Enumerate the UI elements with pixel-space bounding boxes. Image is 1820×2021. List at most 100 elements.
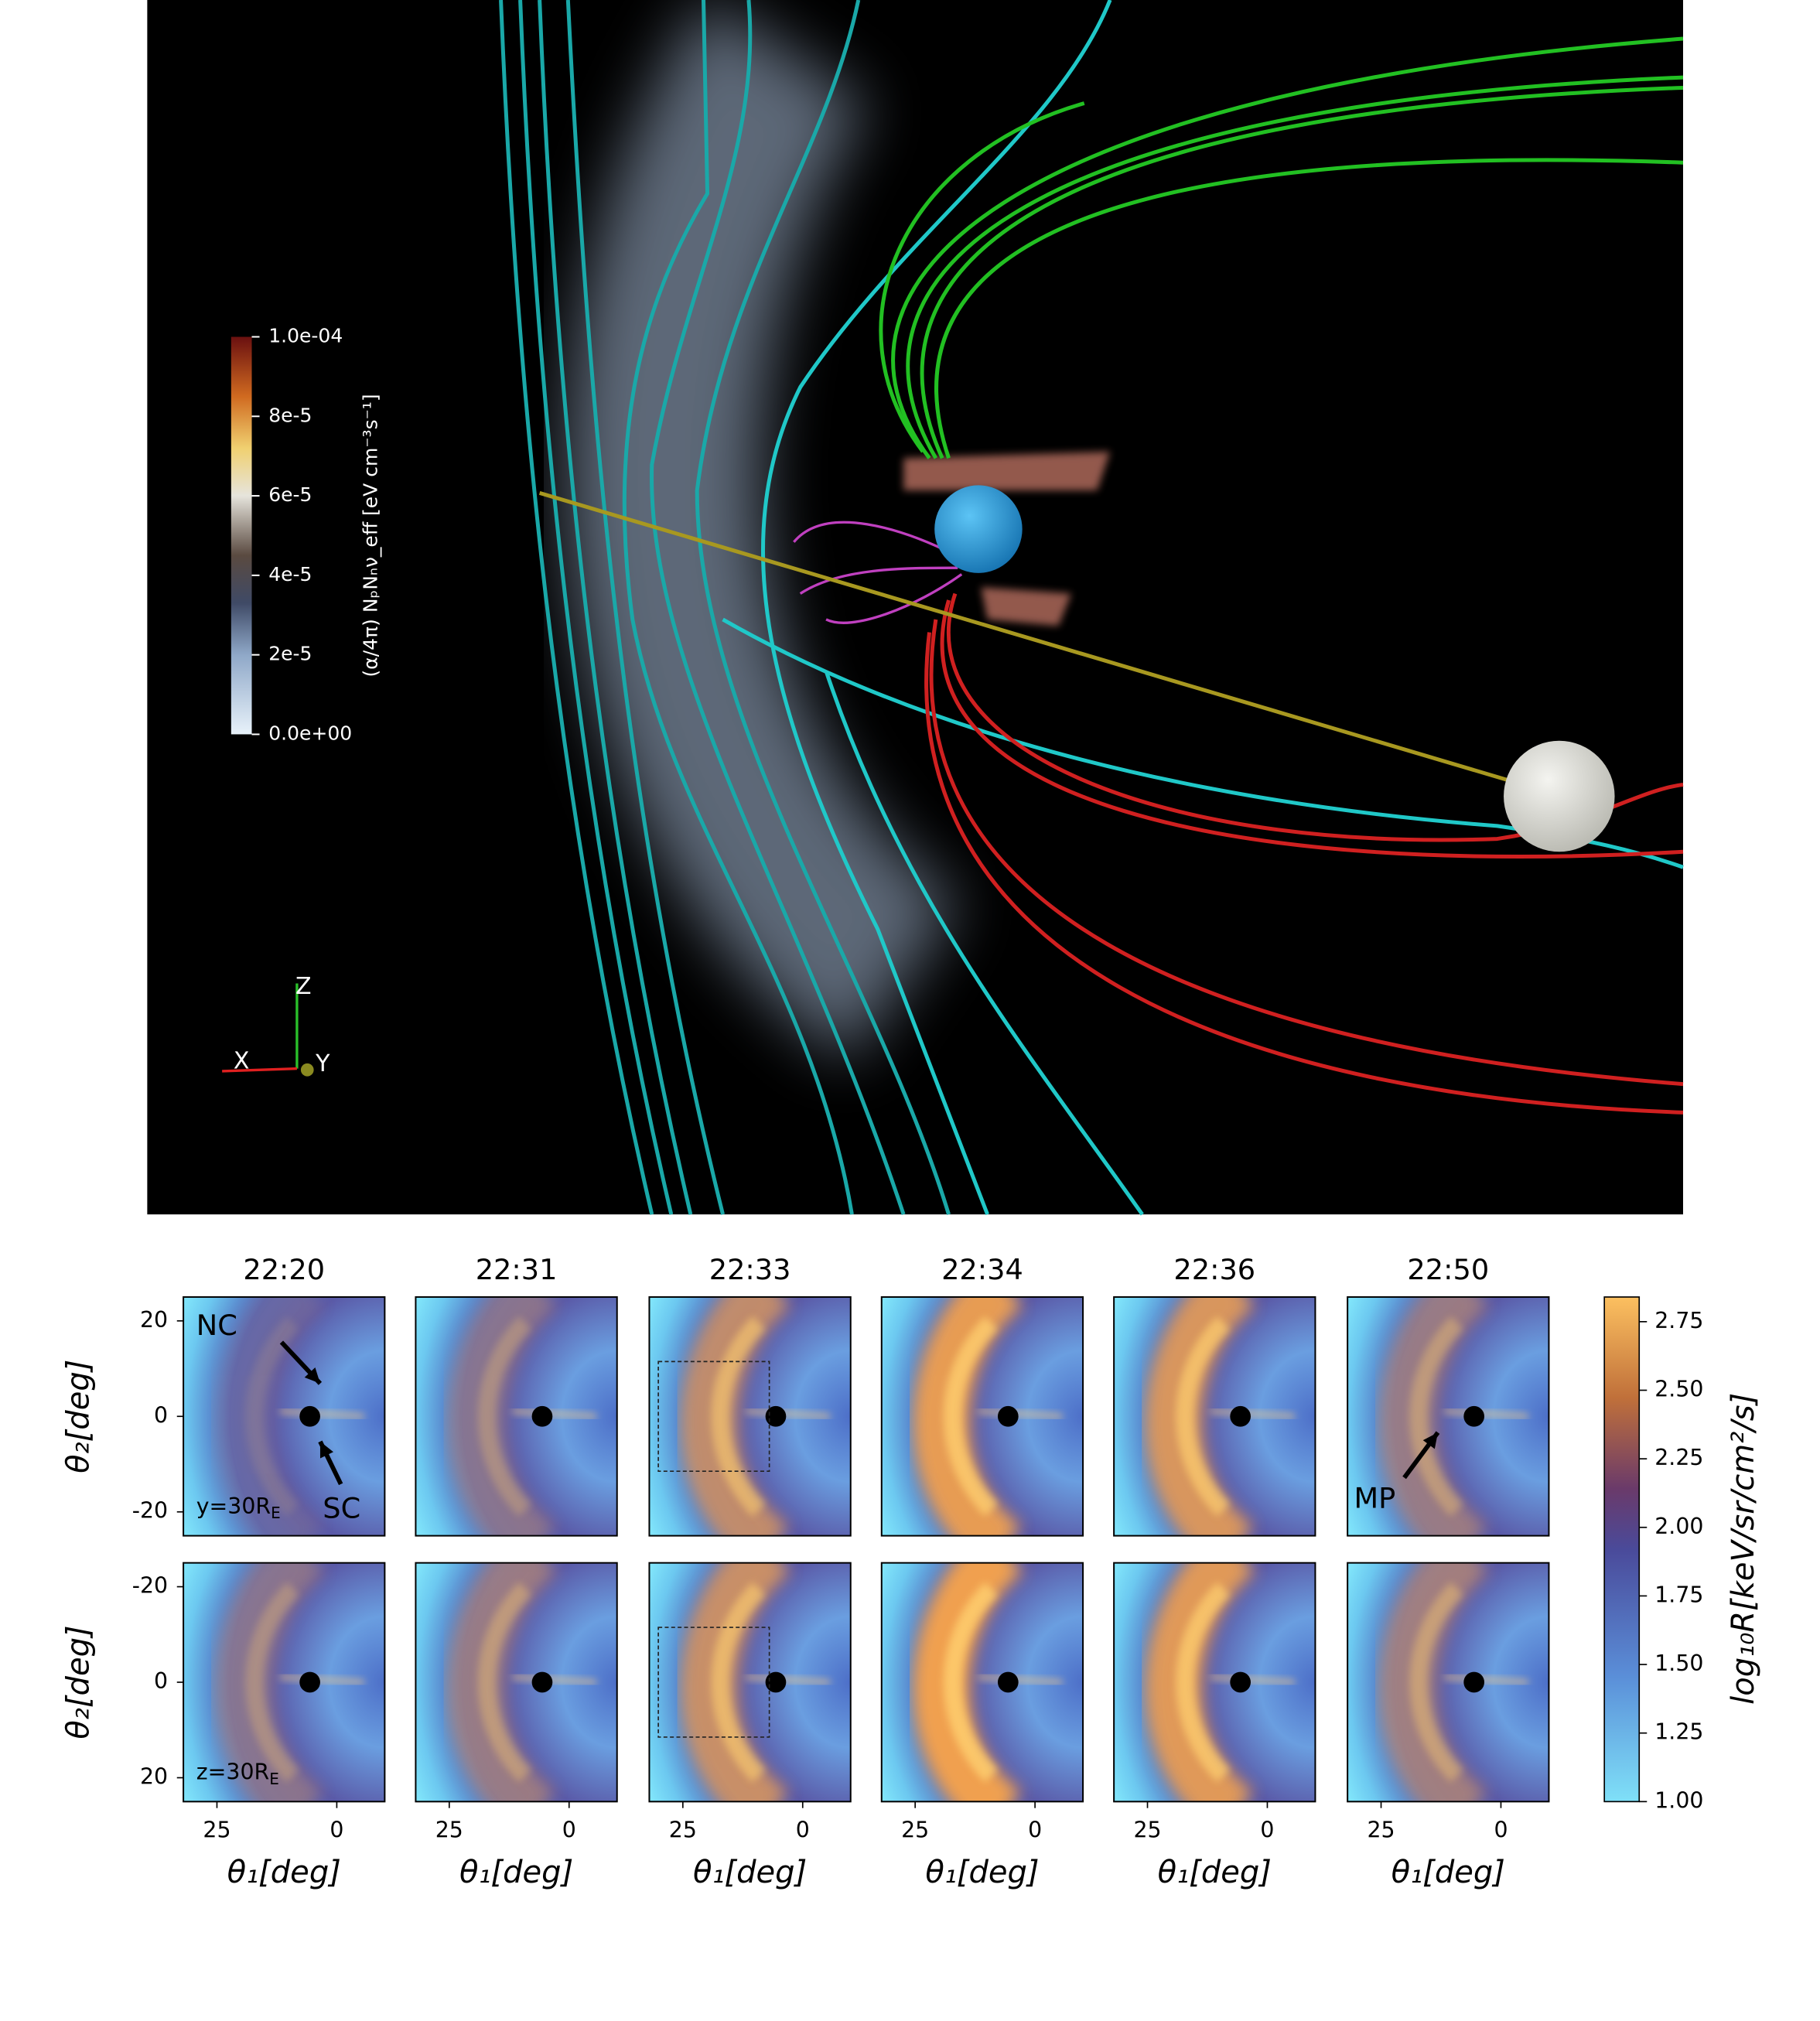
streak bbox=[280, 1409, 364, 1418]
colorbar-tick-label: 1.50 bbox=[1654, 1651, 1703, 1676]
panel-frame bbox=[1113, 1562, 1316, 1803]
earth-dot bbox=[765, 1671, 787, 1693]
y-axis-label: θ₂[deg] bbox=[61, 1625, 97, 1739]
x-axis-label: θ₁[deg] bbox=[693, 1855, 807, 1890]
streak bbox=[1210, 1674, 1295, 1685]
emission-arc bbox=[1144, 1562, 1256, 1802]
panel-image bbox=[1347, 1296, 1549, 1536]
emission-arc bbox=[1378, 1562, 1490, 1802]
panel-frame bbox=[1347, 1296, 1550, 1537]
panel bbox=[1347, 1562, 1550, 1803]
field-lines-red bbox=[924, 592, 1684, 1115]
emission-arc bbox=[446, 1296, 558, 1536]
streak bbox=[512, 1409, 597, 1418]
panel bbox=[415, 1562, 618, 1803]
panel-image bbox=[183, 1562, 385, 1802]
earth-dot bbox=[299, 1405, 320, 1427]
streak bbox=[1210, 1409, 1295, 1418]
panel-frame bbox=[648, 1296, 852, 1537]
panel-title: 22:34 bbox=[941, 1253, 1023, 1286]
render bbox=[147, 0, 1684, 1216]
row-label-text: z=30R bbox=[196, 1760, 269, 1785]
emission-patch bbox=[903, 452, 1111, 626]
emission-core bbox=[245, 1316, 300, 1517]
panel-frame bbox=[1113, 1296, 1316, 1537]
colorbar-tick-label: 1.0e-04 bbox=[268, 325, 343, 347]
panel-image bbox=[649, 1296, 851, 1536]
colorbar-tick-label: 1.75 bbox=[1654, 1582, 1703, 1607]
haze bbox=[566, 0, 961, 1060]
colorbar-tick-label: 2.75 bbox=[1654, 1308, 1703, 1333]
panel bbox=[415, 1296, 618, 1537]
x-tick-label: 0 bbox=[1028, 1818, 1042, 1843]
panel-frame bbox=[880, 1296, 1084, 1537]
panel-image bbox=[1114, 1562, 1316, 1802]
earth-dot bbox=[531, 1405, 553, 1427]
colorbar-tick-label: 4e-5 bbox=[268, 563, 312, 585]
panel-image bbox=[881, 1296, 1084, 1536]
emission-core bbox=[245, 1582, 300, 1783]
panel-title: 22:33 bbox=[709, 1253, 791, 1286]
y-tick-label: -20 bbox=[132, 1498, 168, 1524]
row-label-sub: E bbox=[269, 1769, 279, 1787]
field-lines-magenta bbox=[793, 521, 963, 624]
panel-image bbox=[649, 1562, 851, 1802]
panel-title: 22:31 bbox=[476, 1253, 558, 1286]
earth-dot bbox=[1230, 1671, 1251, 1693]
colorbar-tick-label: 1.00 bbox=[1654, 1787, 1703, 1813]
emission-arc bbox=[680, 1562, 791, 1802]
x-tick-label: 0 bbox=[562, 1818, 576, 1843]
axis-label: Y bbox=[315, 1050, 330, 1077]
panel-frame bbox=[415, 1562, 618, 1803]
earth-dot bbox=[997, 1671, 1019, 1693]
arrow-head bbox=[304, 1367, 320, 1384]
x-tick-label: 25 bbox=[669, 1818, 697, 1843]
emission-arc bbox=[680, 1296, 791, 1536]
emission-core bbox=[943, 1582, 999, 1783]
dynamic-layer: 1.0e-04 8e-5 6e-5 4e-5 2e-5 0.0e+00 (α/4π) NₚN… bbox=[61, 325, 1761, 1890]
emission-arc bbox=[446, 1562, 558, 1802]
streak bbox=[978, 1674, 1063, 1685]
row-label: y=30RE bbox=[196, 1494, 281, 1522]
selection-box bbox=[657, 1627, 770, 1738]
x-tick-label: 25 bbox=[203, 1818, 230, 1843]
colorbar-tick-label: 2e-5 bbox=[268, 643, 312, 665]
x-tick-label: 0 bbox=[1260, 1818, 1274, 1843]
axes-triad bbox=[222, 983, 314, 1077]
emission-arc bbox=[213, 1296, 326, 1536]
axis-label: X bbox=[234, 1048, 250, 1075]
trajectory bbox=[538, 490, 1511, 783]
colorbar-label: log₁₀R[keV/sr/cm²/s] bbox=[1726, 1393, 1761, 1705]
x-tick-label: 25 bbox=[435, 1818, 463, 1843]
panel-title: 22:20 bbox=[243, 1253, 325, 1286]
colorbar-tick-label: 2.50 bbox=[1654, 1376, 1703, 1401]
x-axis-label: θ₁[deg] bbox=[227, 1855, 341, 1890]
x-axis-label: θ₁[deg] bbox=[1158, 1855, 1272, 1890]
panel-image bbox=[1347, 1562, 1549, 1802]
colorbar-tick-label: 6e-5 bbox=[268, 483, 312, 506]
panel-frame bbox=[880, 1562, 1084, 1803]
panel bbox=[880, 1562, 1084, 1803]
x-axis-label: θ₁[deg] bbox=[1391, 1855, 1505, 1890]
panel bbox=[648, 1562, 852, 1803]
panel bbox=[880, 1296, 1084, 1537]
emission-core bbox=[1409, 1582, 1464, 1783]
y-tick-label: 0 bbox=[154, 1402, 168, 1428]
render-colorbar bbox=[230, 336, 252, 735]
colorbar-tick-label: 0.0e+00 bbox=[268, 722, 352, 744]
emission-core bbox=[1176, 1316, 1231, 1517]
earth bbox=[934, 485, 1023, 573]
y-tick-label: 0 bbox=[154, 1668, 168, 1694]
streak bbox=[746, 1674, 831, 1685]
colorbar-tick-label: 1.25 bbox=[1654, 1719, 1703, 1745]
annotation: NC bbox=[196, 1309, 237, 1342]
emission-arc bbox=[213, 1562, 326, 1802]
panel-image bbox=[415, 1296, 617, 1536]
emission-arc bbox=[912, 1296, 1024, 1536]
colorbar-tick-label: 2.25 bbox=[1654, 1445, 1703, 1470]
earth-dot bbox=[997, 1405, 1019, 1427]
panel-frame bbox=[415, 1296, 618, 1537]
panel bbox=[183, 1562, 386, 1803]
